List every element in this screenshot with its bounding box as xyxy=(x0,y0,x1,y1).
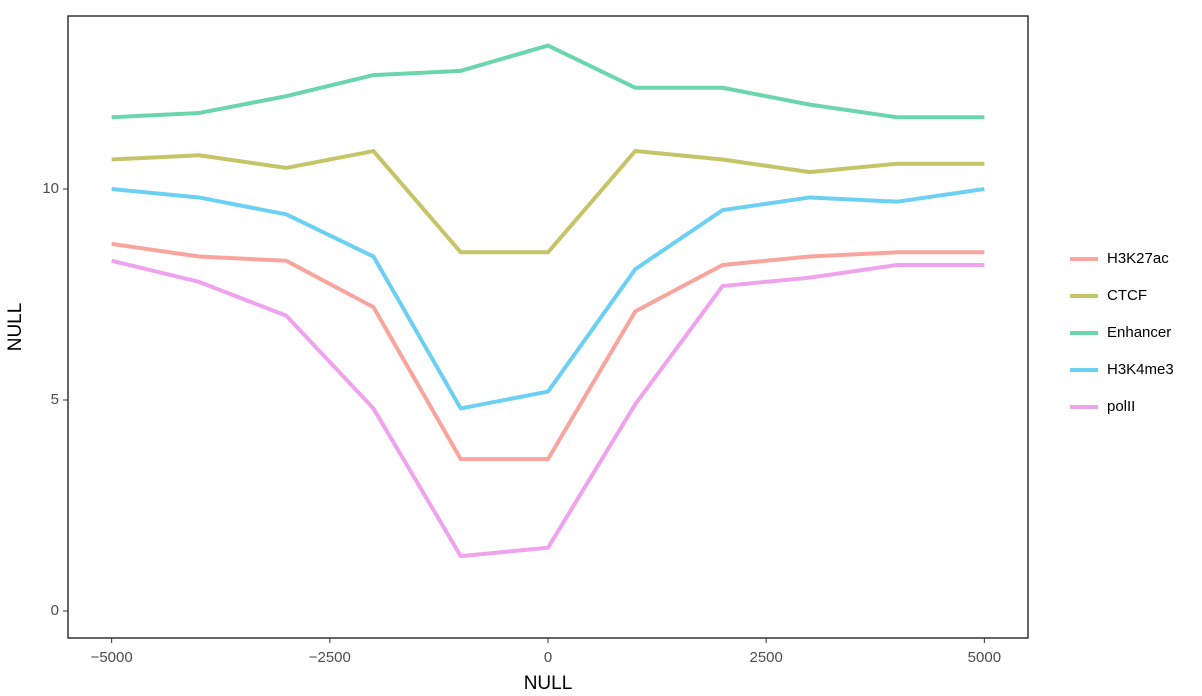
legend-label: CTCF xyxy=(1107,287,1147,304)
line xyxy=(111,241,985,462)
y-tick-label: 5 xyxy=(51,391,59,408)
legend-label: polII xyxy=(1107,398,1135,415)
x-tick-label: 2500 xyxy=(749,649,782,666)
y-tick-label: 10 xyxy=(42,180,59,197)
legend-label: Enhancer xyxy=(1107,324,1171,341)
y-axis-title: NULL xyxy=(5,303,26,352)
line xyxy=(111,258,985,559)
line xyxy=(111,43,985,120)
x-tick-label: 0 xyxy=(544,649,552,666)
x-tick-label: 5000 xyxy=(968,649,1001,666)
line xyxy=(111,187,985,411)
legend-label: H3K27ac xyxy=(1107,250,1169,267)
x-tick-label: −2500 xyxy=(309,649,351,666)
plot-border xyxy=(67,15,1029,639)
y-tick-label: 0 xyxy=(51,602,59,619)
x-tick-label: −5000 xyxy=(91,649,133,666)
legend-label: H3K4me3 xyxy=(1107,361,1174,378)
x-axis-title: NULL xyxy=(524,673,573,694)
line xyxy=(111,149,985,255)
